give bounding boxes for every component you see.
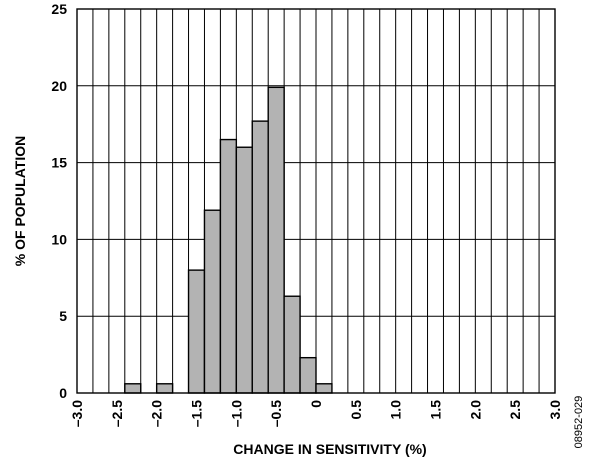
x-tick-label: 1.0 — [388, 400, 404, 420]
grid-lines — [77, 9, 555, 393]
x-tick-label: –3.0 — [69, 400, 85, 427]
x-tick-label: –0.5 — [268, 400, 284, 427]
y-tick-label: 5 — [59, 308, 67, 324]
histogram-bar — [235, 146, 253, 394]
histogram-bar — [315, 383, 333, 394]
bars — [124, 86, 333, 394]
x-tick-labels: –3.0 –2.5 –2.0 –1.5 –1.0 –0.5 0 0.5 1.0 1.5 2.0 2.5… — [69, 400, 563, 427]
histogram-bar — [283, 295, 301, 394]
y-tick-label: 15 — [51, 155, 67, 171]
x-tick-label: 1.5 — [428, 400, 444, 420]
plot-frame — [76, 8, 556, 394]
histogram-bar — [251, 120, 269, 394]
histogram-bar — [155, 383, 174, 394]
y-tick-label: 20 — [51, 78, 67, 94]
x-tick-label: 2.5 — [507, 400, 523, 420]
figure-code: 08952-029 — [573, 396, 585, 449]
x-tick-label: 3.0 — [547, 400, 563, 420]
histogram-bar — [203, 209, 222, 394]
histogram-bar — [267, 86, 285, 394]
histogram-bar — [187, 269, 206, 394]
x-tick-label: –1.0 — [228, 400, 244, 427]
x-tick-label: 2.0 — [467, 400, 483, 420]
x-tick-label: –2.5 — [109, 400, 125, 427]
y-tick-label: 0 — [59, 385, 67, 401]
histogram-bar — [219, 138, 238, 394]
histogram-bar — [299, 356, 317, 394]
y-tick-labels: 0 5 10 15 20 25 — [51, 1, 67, 401]
x-tick-label: 0.5 — [348, 400, 364, 420]
y-tick-label: 25 — [51, 1, 67, 17]
x-tick-label: 0 — [308, 400, 324, 408]
histogram-bar — [124, 383, 142, 394]
x-axis-label: CHANGE IN SENSITIVITY (%) — [233, 441, 426, 457]
x-tick-label: –2.0 — [149, 400, 165, 427]
y-tick-label: 10 — [51, 231, 67, 247]
y-axis-label: % OF POPULATION — [12, 136, 28, 266]
x-tick-label: –1.5 — [189, 400, 205, 427]
